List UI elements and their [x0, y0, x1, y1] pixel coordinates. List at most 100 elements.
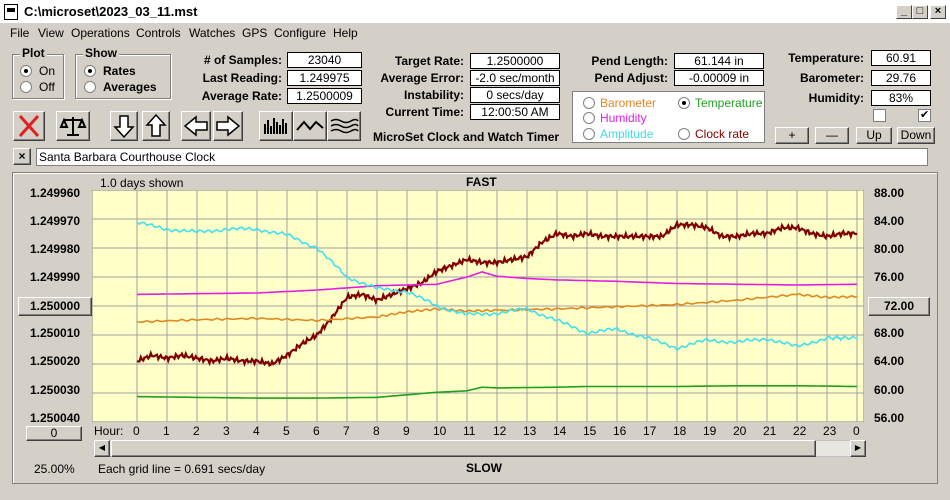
left-tick: 1.249970: [30, 214, 81, 228]
minimize-icon[interactable]: _: [896, 5, 912, 19]
last-reading-label: Last Reading:: [202, 71, 282, 85]
scroll-left-icon[interactable]: ◀: [94, 440, 110, 457]
menu-operations[interactable]: Operations: [71, 26, 130, 40]
show-averages-radio[interactable]: [84, 81, 96, 93]
right-tick: 84.00: [874, 214, 905, 228]
up-button[interactable]: Up: [856, 127, 892, 144]
app-icon: [4, 4, 18, 20]
arrow-down-icon[interactable]: [110, 111, 138, 141]
hour-tick-label: 3: [223, 424, 230, 438]
humidity-label: Humidity:: [808, 91, 864, 105]
show-group: [75, 54, 171, 99]
barometer-label: Barometer:: [799, 71, 864, 85]
clock-name-field[interactable]: Santa Barbara Courthouse Clock: [36, 148, 928, 166]
left-tick: 1.249990: [30, 270, 81, 284]
hour-tick-label: 6: [313, 424, 320, 438]
down-button[interactable]: Down: [897, 127, 935, 144]
scroll-right-icon[interactable]: ▶: [850, 440, 866, 457]
right-tick: 56.00: [874, 411, 905, 425]
pend-length-label: Pend Length:: [591, 54, 668, 68]
hour-tick-label: 10: [433, 424, 447, 438]
hour-tick-label: 22: [793, 424, 807, 438]
menu-file[interactable]: File: [10, 26, 30, 40]
hour-tick-label: 20: [733, 424, 747, 438]
close-x-icon[interactable]: [13, 111, 45, 141]
zoom-label: 25.00%: [34, 462, 75, 476]
maximize-icon[interactable]: □: [912, 5, 928, 19]
checked-checkbox[interactable]: [918, 108, 931, 122]
hour-tick-label: 1: [163, 424, 170, 438]
balance-scale-icon[interactable]: [56, 111, 90, 141]
center-sensor-button[interactable]: 72.00: [868, 297, 930, 316]
plus-button[interactable]: +: [775, 127, 809, 144]
arrow-left-icon[interactable]: [181, 111, 211, 141]
amplitude-radio[interactable]: [583, 128, 595, 140]
wave-icon[interactable]: [293, 111, 327, 141]
slow-label: SLOW: [466, 461, 502, 475]
zero-button[interactable]: 0: [26, 426, 82, 441]
right-tick: 64.00: [874, 354, 905, 368]
right-tick: 88.00: [874, 186, 905, 200]
series-line-humidity: [136, 271, 857, 296]
menu-view[interactable]: View: [38, 26, 64, 40]
instability-label: Instability:: [403, 88, 464, 102]
barometer-radio[interactable]: [583, 97, 595, 109]
plot-off-radio[interactable]: [20, 81, 32, 93]
right-tick: 60.00: [874, 383, 905, 397]
plot-panel: [12, 172, 938, 484]
left-tick: 1.250030: [30, 383, 81, 397]
left-tick: 1.249960: [30, 186, 81, 200]
series-line-amplitude: [136, 221, 858, 352]
menu-help[interactable]: Help: [333, 26, 358, 40]
temperature-label: Temperature:: [788, 51, 864, 65]
scrollbar-thumb[interactable]: [111, 440, 816, 457]
sensor-selector: [572, 91, 765, 143]
plot-on-label: On: [39, 64, 56, 78]
temperature-radio[interactable]: [678, 97, 690, 109]
hour-tick-label: 18: [673, 424, 687, 438]
barometer-option-label: Barometer: [600, 96, 657, 110]
arrow-right-icon[interactable]: [213, 111, 243, 141]
hour-axis-label: Hour:: [94, 424, 124, 438]
hour-tick-label: 14: [553, 424, 567, 438]
minus-button[interactable]: —: [815, 127, 849, 144]
hour-tick-label: 5: [283, 424, 290, 438]
clear-clock-button[interactable]: ×: [13, 148, 31, 165]
current-time-label: Current Time:: [385, 105, 464, 119]
average-rate-field: 1.2500009: [287, 88, 362, 104]
hour-tick-label: 0: [133, 424, 140, 438]
multi-wave-icon[interactable]: [327, 111, 361, 141]
close-icon[interactable]: ×: [930, 5, 946, 19]
grid-note: Each grid line = 0.691 secs/day: [98, 462, 266, 476]
plot-group-title: Plot: [20, 46, 47, 60]
clock-rate-radio[interactable]: [678, 128, 690, 140]
instability-field: 0 secs/day: [470, 87, 560, 103]
show-rates-radio[interactable]: [84, 65, 96, 77]
menu-controls[interactable]: Controls: [136, 26, 181, 40]
hour-tick-label: 8: [373, 424, 380, 438]
hour-tick-label: 0: [853, 424, 860, 438]
right-tick: 76.00: [874, 270, 905, 284]
samples-label: # of Samples:: [203, 53, 282, 67]
hour-tick-label: 17: [643, 424, 657, 438]
center-rate-button[interactable]: 1.250000: [18, 297, 92, 316]
pend-adjust-label: Pend Adjust:: [594, 71, 668, 85]
menu-gps[interactable]: GPS: [242, 26, 268, 40]
hour-tick-label: 13: [523, 424, 537, 438]
menu-watches[interactable]: Watches: [189, 26, 236, 40]
average-rate-label: Average Rate:: [201, 89, 282, 103]
arrow-up-icon[interactable]: [142, 111, 170, 141]
menu-configure[interactable]: Configure: [274, 26, 327, 40]
unchecked-checkbox[interactable]: [873, 109, 886, 122]
series-line-barometer: [136, 292, 858, 324]
hour-tick-label: 16: [613, 424, 627, 438]
histogram-icon[interactable]: [259, 111, 293, 141]
left-tick: 1.250010: [30, 326, 81, 340]
humidity-radio[interactable]: [583, 112, 595, 124]
left-tick: 1.250020: [30, 354, 81, 368]
hour-tick-label: 4: [253, 424, 260, 438]
amplitude-option-label: Amplitude: [600, 127, 654, 141]
target-rate-field[interactable]: 1.2500000: [470, 53, 560, 69]
rate-chart: [92, 190, 864, 422]
plot-on-radio[interactable]: [20, 65, 32, 77]
